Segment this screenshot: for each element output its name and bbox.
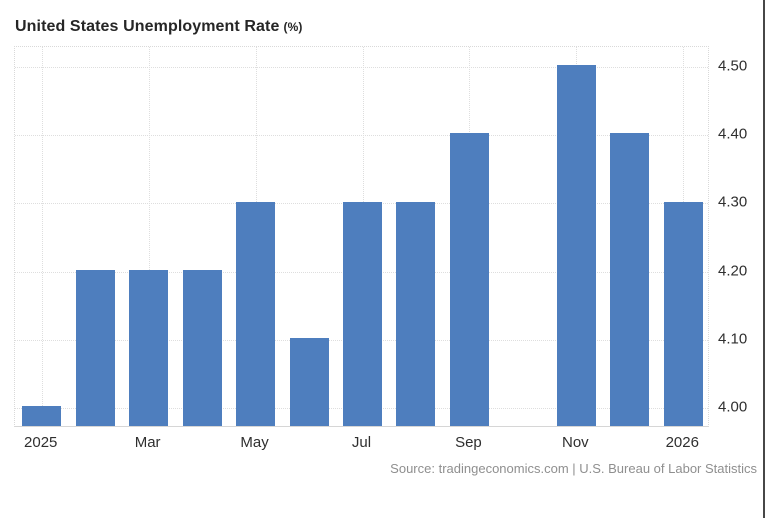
source-attribution: Source: tradingeconomics.com | U.S. Bure… [390, 461, 757, 476]
y-tick-label: 4.20 [718, 262, 748, 280]
bar-dec-2025[interactable] [610, 133, 650, 426]
bar-sep-2025[interactable] [449, 133, 489, 426]
bar-apr-2025[interactable] [182, 269, 222, 426]
y-tick-label: 4.30 [718, 193, 748, 211]
y-tick-label: 4.40 [718, 125, 748, 143]
gridline-vertical [41, 47, 43, 426]
x-tick-label: Jul [351, 434, 372, 451]
chart-title-text: United States Unemployment Rate [15, 18, 280, 35]
chart-title: United States Unemployment Rate (%) [15, 18, 302, 36]
gridline-horizontal [15, 135, 708, 137]
bar-may-2025[interactable] [236, 201, 276, 426]
x-tick-label: 2025 [24, 434, 58, 451]
chart-title-unit: (%) [283, 20, 303, 34]
y-tick-label: 4.50 [718, 57, 748, 75]
x-tick-label: Sep [455, 434, 482, 451]
bar-aug-2025[interactable] [396, 201, 436, 426]
x-tick-label: Nov [562, 434, 589, 451]
y-tick-label: 4.00 [718, 398, 748, 416]
bar-nov-2025[interactable] [556, 65, 596, 426]
y-tick-label: 4.10 [718, 330, 748, 348]
gridline-horizontal [15, 67, 708, 69]
window-right-border [763, 0, 765, 518]
gridline-vertical [148, 47, 150, 426]
bar-jan-2026[interactable] [663, 201, 703, 426]
plot-area [14, 46, 709, 427]
bar-jun-2025[interactable] [289, 337, 329, 426]
x-tick-label: 2026 [665, 434, 699, 451]
bar-jan-2025[interactable] [22, 405, 62, 426]
bar-mar-2025[interactable] [129, 269, 169, 426]
x-tick-label: Mar [134, 434, 161, 451]
x-tick-label: May [240, 434, 269, 451]
bar-feb-2025[interactable] [75, 269, 115, 426]
bar-jul-2025[interactable] [343, 201, 382, 426]
